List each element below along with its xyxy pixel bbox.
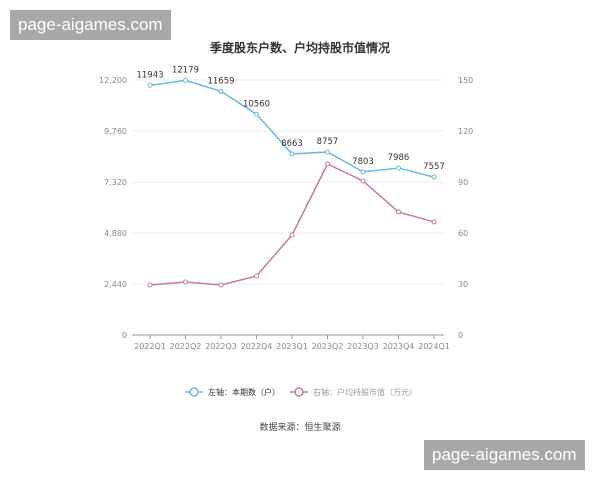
left-tick-label: 2,440 [104,280,127,289]
data-point [431,219,437,225]
data-label: 8663 [281,139,303,149]
data-point [325,161,330,167]
data-label: 11943 [136,70,163,80]
data-point [396,165,401,171]
legend-label: 右轴：户均持股市值（万元） [313,387,417,397]
legend-marker [294,387,304,397]
right-tick-label: 120 [458,127,473,136]
right-tick-label: 30 [458,280,468,289]
left-tick-label: 9,760 [104,127,127,136]
x-tick-label: 2023Q1 [276,342,308,351]
x-tick-label: 2023Q3 [347,342,379,351]
legend-label: 左轴：本期数（户） [208,387,280,397]
data-point [254,273,259,279]
data-label: 7557 [423,162,445,172]
x-tick-label: 2023Q4 [383,342,415,351]
left-tick-label: 0 [122,331,127,340]
data-point [289,232,295,238]
watermark-top: page-aigames.com [10,10,171,40]
data-point [325,149,330,155]
watermark-bottom: page-aigames.com [424,440,585,470]
right-tick-label: 90 [458,178,468,187]
data-point [254,111,259,117]
x-tick-label: 2022Q2 [170,342,202,351]
data-point [218,88,224,94]
legend-marker [189,387,199,397]
x-tick-label: 2022Q4 [241,342,273,351]
data-point [289,151,295,157]
source-note: 数据来源：恒生聚源 [259,421,340,433]
data-point [396,209,401,215]
x-tick-label: 2024Q1 [418,342,450,351]
data-label: 11659 [207,76,234,86]
right-tick-label: 0 [458,331,463,340]
data-point [218,282,224,288]
data-point [147,282,153,288]
data-point [183,77,188,83]
x-tick-label: 2022Q1 [134,342,166,351]
data-point [147,82,153,88]
right-tick-label: 150 [458,76,473,85]
data-point [360,169,366,175]
data-point [183,279,188,285]
right-tick-label: 60 [458,229,468,238]
left-tick-label: 4,880 [104,229,127,238]
data-label: 7803 [352,157,374,167]
data-label: 8757 [317,137,339,147]
left-tick-label: 12,200 [99,76,127,85]
chart-title: 季度股东户数、户均持股市值情况 [209,40,390,55]
data-label: 12179 [172,65,199,75]
data-point [360,178,366,184]
x-tick-label: 2023Q2 [312,342,344,351]
data-label: 10560 [243,99,270,109]
x-tick-label: 2022Q3 [205,342,237,351]
data-label: 7986 [388,153,410,163]
data-point [431,174,437,180]
left-tick-label: 7,320 [104,178,127,187]
